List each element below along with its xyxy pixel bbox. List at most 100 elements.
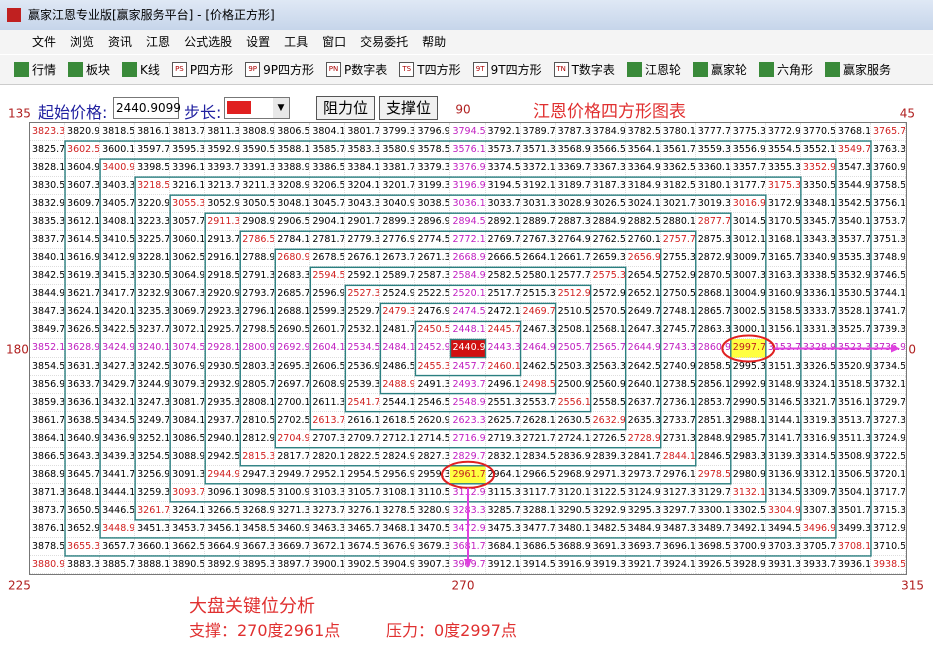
action-button[interactable]: 阻力位 [316, 96, 376, 120]
grid-cell: 3888.10 [135, 555, 171, 574]
toolbar-icon [68, 62, 84, 77]
menu-item[interactable]: 窗口 [322, 35, 347, 49]
menu-item[interactable]: 江恩 [146, 35, 171, 49]
grid-cell: 3729.70 [870, 393, 906, 412]
ring-line [204, 212, 732, 485]
menu-item[interactable]: 文件 [32, 35, 57, 49]
grid-cell: 3926.50 [695, 555, 731, 574]
grid-cell: 3919.30 [590, 555, 626, 574]
angle-label: 225 [8, 579, 31, 593]
toolbar-icon: 9T [472, 62, 488, 77]
grid-cell: 3904.90 [380, 555, 416, 574]
toolbar-button[interactable]: TS T四方形 [399, 61, 461, 78]
grid-cell: 2680.90 [275, 249, 311, 268]
toolbar-button[interactable]: TN T数字表 [553, 61, 615, 78]
toolbar-label: 行情 [32, 63, 57, 77]
grid-cell: 3218.50 [135, 177, 171, 196]
grid-cell: 2527.30 [345, 285, 381, 304]
toolbar-button[interactable]: PN P数字表 [326, 61, 387, 78]
grid-cell: 3763.30 [870, 141, 906, 160]
toolbar-label: 赢家服务 [842, 63, 891, 77]
grid-cell: 3892.90 [205, 555, 241, 574]
menu-item[interactable]: 工具 [284, 35, 309, 49]
ring-line [449, 338, 487, 359]
grid-cell: 2594.50 [310, 267, 346, 286]
grid-cell: 3055.30 [170, 195, 206, 214]
toolbar-button[interactable]: 六角形 [758, 61, 813, 78]
step-select[interactable]: ▼ [224, 97, 290, 119]
grid-cell: 3715.30 [870, 501, 906, 520]
toolbar-label: 9T四方形 [490, 63, 542, 77]
toolbar-icon: TS [399, 62, 415, 77]
resistance-text: 压力：0度2997点 [386, 621, 517, 640]
toolbar-icon [824, 62, 840, 77]
ring-line [379, 302, 557, 395]
toolbar-icon [692, 62, 708, 77]
chart-title: 江恩价格四方形图表 [533, 102, 686, 122]
arrow-head [464, 559, 472, 568]
toolbar-label: 赢家轮 [710, 63, 747, 77]
menu-item[interactable]: 交易委托 [360, 35, 409, 49]
grid-cell: 3751.30 [870, 231, 906, 250]
toolbar-label: T数字表 [571, 63, 615, 77]
arrow-head [891, 344, 900, 353]
toolbar-icon: PS [171, 62, 187, 77]
grid-cell: 3907.30 [415, 555, 451, 574]
menu-item[interactable]: 公式选股 [184, 35, 233, 49]
grid-cell: 3902.50 [345, 555, 381, 574]
grid-cell: 3760.90 [870, 159, 906, 178]
menu-item[interactable]: 设置 [246, 35, 271, 49]
toolbar-button[interactable]: 江恩轮 [626, 61, 681, 78]
toolbar-icon: 9P [245, 62, 261, 77]
grid-cell: 3724.90 [870, 429, 906, 448]
grid-cell: 3900.10 [310, 555, 346, 574]
action-button[interactable]: 支撑位 [379, 96, 439, 120]
toolbar-label: K线 [140, 63, 160, 77]
ring-line [99, 158, 837, 539]
grid-cell: 2786.50 [240, 231, 276, 250]
grid-cell: 3744.10 [870, 285, 906, 304]
grid-cell: 3753.70 [870, 213, 906, 232]
grid-cell: 3734.50 [870, 357, 906, 376]
grid-cell: 3717.70 [870, 483, 906, 502]
ring-line [169, 194, 767, 503]
button-row: 阻力位 支撑位 [316, 96, 439, 120]
start-input[interactable]: 2440.9099 [113, 97, 181, 119]
toolbar-label: 六角形 [776, 63, 813, 77]
ring-line [274, 248, 662, 449]
grid-cell: 3938.50 [870, 555, 906, 574]
toolbar-button[interactable]: 板块 [68, 61, 110, 78]
toolbar-button[interactable]: 9T 9T四方形 [472, 61, 542, 78]
grid-cell: 3933.70 [800, 555, 836, 574]
toolbar-button[interactable]: K线 [122, 61, 160, 78]
toolbar-button[interactable]: 赢家轮 [692, 61, 747, 78]
toolbar-label: T四方形 [417, 63, 461, 77]
grid-cell: 3602.50 [65, 141, 101, 160]
toolbar-label: 江恩轮 [644, 63, 681, 77]
ring-line [414, 320, 522, 377]
grid-cell: 3741.70 [870, 303, 906, 322]
support-text: 支撑：270度2961点 [189, 621, 341, 640]
ring-line [239, 230, 697, 467]
grid-cell: 3897.70 [275, 555, 311, 574]
grid-cell: 3928.90 [730, 555, 766, 574]
grid-cell: 3890.50 [170, 555, 206, 574]
toolbar-button[interactable]: 9P 9P四方形 [245, 61, 314, 78]
toolbar-button[interactable]: 行情 [14, 61, 56, 78]
toolbar-button[interactable]: PS P四方形 [171, 61, 233, 78]
grid-cell: 3823.30 [30, 123, 66, 142]
menu-item[interactable]: 浏览 [70, 35, 95, 49]
angle-label: 270 [452, 579, 475, 593]
toolbar: 行情 板块 K线 PS P四方形 9P 9P四方形 PN P数字表 TS T四方形 9T 9T四方形 TN… [0, 55, 933, 85]
toolbar-button[interactable]: 赢家服务 [824, 61, 891, 78]
grid-cell: 2450.50 [415, 321, 451, 340]
menu-item[interactable]: 帮助 [422, 35, 447, 49]
grid-cell: 3712.90 [870, 519, 906, 538]
grid-cell: 3748.90 [870, 249, 906, 268]
grid-cell: 2479.30 [380, 303, 416, 322]
grid-cell: 3732.10 [870, 375, 906, 394]
grid-cell: 3916.90 [555, 555, 591, 574]
menu-item[interactable]: 资讯 [108, 35, 133, 49]
grid-cell: 3400.90 [100, 159, 136, 178]
